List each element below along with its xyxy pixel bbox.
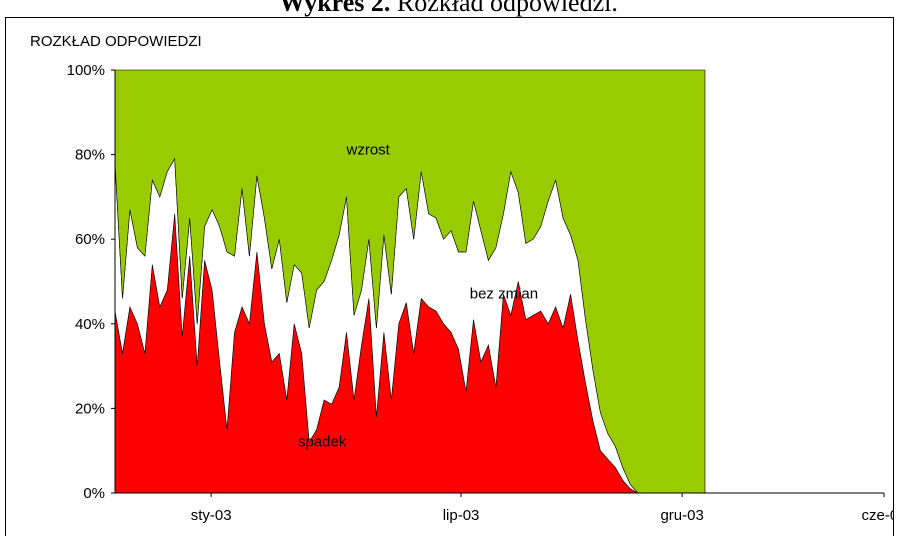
figure-caption-text: Rozkład odpowiedzi. xyxy=(390,0,618,17)
annotation-label: wzrost xyxy=(346,142,391,159)
x-tick-label: sty-03 xyxy=(191,507,232,524)
figure-caption-number: Wykres 2. xyxy=(279,0,391,17)
y-tick-label: 80% xyxy=(75,147,105,164)
chart-frame: ROZKŁAD ODPOWIEDZI 0% 20% 40% 60% 80% 100% st… xyxy=(5,17,894,536)
chart-svg: ROZKŁAD ODPOWIEDZI 0% 20% 40% 60% 80% 100% st… xyxy=(30,33,893,524)
y-tick-label: 40% xyxy=(75,316,105,333)
annotation-label: bez zmian xyxy=(470,285,538,302)
x-tick-label: gru-03 xyxy=(660,507,703,524)
annotation-label: spadek xyxy=(298,433,347,450)
x-tick-label: lip-03 xyxy=(443,507,480,524)
figure-caption: Wykres 2. Rozkład odpowiedzi. xyxy=(0,0,897,18)
x-axis-ticks: sty-03 lip-03 gru-03 cze-04 xyxy=(191,493,893,524)
y-axis-ticks: 0% 20% 40% 60% 80% 100% xyxy=(67,62,115,502)
chart-axes xyxy=(114,70,884,494)
y-tick-label: 100% xyxy=(67,62,105,79)
y-tick-label: 20% xyxy=(75,400,105,417)
x-tick-label: cze-04 xyxy=(861,507,893,524)
y-tick-label: 60% xyxy=(75,231,105,248)
y-tick-label: 0% xyxy=(83,485,105,502)
chart-annotations: wzrost bez zmian spadek xyxy=(298,142,538,451)
chart-title: ROZKŁAD ODPOWIEDZI xyxy=(30,33,202,50)
chart-areas xyxy=(114,69,706,494)
